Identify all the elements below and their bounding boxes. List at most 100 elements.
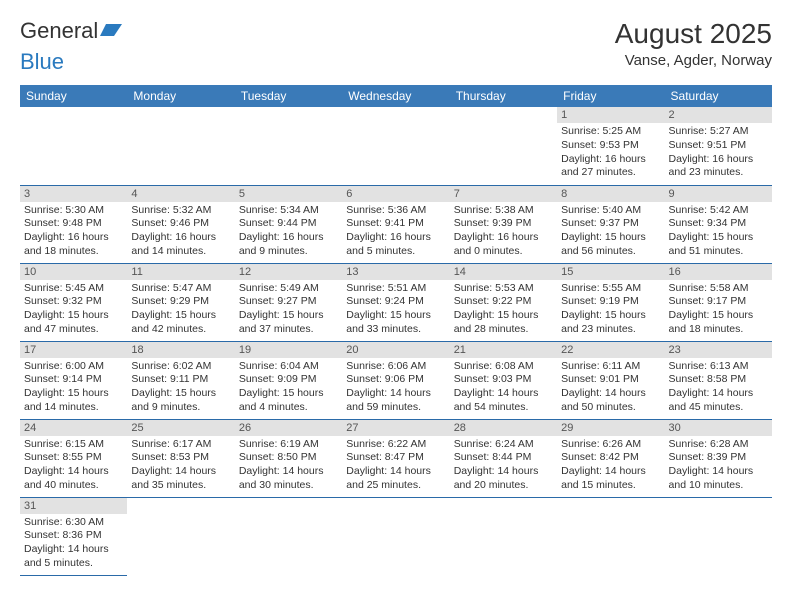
day-info: Sunrise: 5:47 AMSunset: 9:29 PMDaylight:… (131, 282, 230, 337)
day-number: 20 (342, 342, 449, 358)
weekday-header: Tuesday (235, 85, 342, 107)
day-number: 28 (450, 420, 557, 436)
calendar-cell: 11 Sunrise: 5:47 AMSunset: 9:29 PMDayligh… (127, 263, 234, 341)
day-number: 25 (127, 420, 234, 436)
calendar-cell (342, 497, 449, 575)
page-title-location: Vanse, Agder, Norway (615, 52, 772, 69)
day-number: 29 (557, 420, 664, 436)
day-info: Sunrise: 5:25 AMSunset: 9:53 PMDaylight:… (561, 125, 660, 180)
day-info: Sunrise: 6:30 AMSunset: 8:36 PMDaylight:… (24, 516, 123, 571)
calendar-row: 24 Sunrise: 6:15 AMSunset: 8:55 PMDayligh… (20, 419, 772, 497)
day-number: 2 (665, 107, 772, 123)
day-number: 21 (450, 342, 557, 358)
calendar-cell (665, 497, 772, 575)
calendar-row: 10Sunrise: 5:45 AMSunset: 9:32 PMDayligh… (20, 263, 772, 341)
weekday-header: Monday (127, 85, 234, 107)
calendar-cell: 27 Sunrise: 6:22 AMSunset: 8:47 PMDayligh… (342, 419, 449, 497)
calendar-cell: 22 Sunrise: 6:11 AMSunset: 9:01 PMDayligh… (557, 341, 664, 419)
day-number: 7 (450, 186, 557, 202)
day-number: 19 (235, 342, 342, 358)
weekday-header: Wednesday (342, 85, 449, 107)
calendar-cell: 18Sunrise: 6:02 AMSunset: 9:11 PMDayligh… (127, 341, 234, 419)
day-info: Sunrise: 5:49 AMSunset: 9:27 PMDaylight:… (239, 282, 338, 337)
calendar-cell: 10Sunrise: 5:45 AMSunset: 9:32 PMDayligh… (20, 263, 127, 341)
day-info: Sunrise: 5:58 AMSunset: 9:17 PMDaylight:… (669, 282, 768, 337)
calendar-cell: 8Sunrise: 5:40 AMSunset: 9:37 PMDaylight… (557, 185, 664, 263)
day-info: Sunrise: 6:26 AMSunset: 8:42 PMDaylight:… (561, 438, 660, 493)
calendar-cell: 24 Sunrise: 6:15 AMSunset: 8:55 PMDayligh… (20, 419, 127, 497)
calendar-cell (450, 107, 557, 185)
title-block: August 2025 Vanse, Agder, Norway (615, 18, 772, 69)
day-number: 3 (20, 186, 127, 202)
calendar-header-row: SundayMondayTuesdayWednesdayThursdayFrid… (20, 85, 772, 107)
day-info: Sunrise: 5:40 AMSunset: 9:37 PMDaylight:… (561, 204, 660, 259)
day-info: Sunrise: 5:34 AMSunset: 9:44 PMDaylight:… (239, 204, 338, 259)
calendar-cell: 13Sunrise: 5:51 AMSunset: 9:24 PMDayligh… (342, 263, 449, 341)
day-number: 30 (665, 420, 772, 436)
day-info: Sunrise: 6:22 AMSunset: 8:47 PMDaylight:… (346, 438, 445, 493)
calendar-cell: 1 Sunrise: 5:25 AMSunset: 9:53 PMDaylight… (557, 107, 664, 185)
calendar-cell: 19Sunrise: 6:04 AMSunset: 9:09 PMDayligh… (235, 341, 342, 419)
day-info: Sunrise: 6:24 AMSunset: 8:44 PMDaylight:… (454, 438, 553, 493)
calendar-table: SundayMondayTuesdayWednesdayThursdayFrid… (20, 85, 772, 576)
calendar-cell (342, 107, 449, 185)
day-info: Sunrise: 6:15 AMSunset: 8:55 PMDaylight:… (24, 438, 123, 493)
calendar-cell: 20 Sunrise: 6:06 AMSunset: 9:06 PMDayligh… (342, 341, 449, 419)
day-info: Sunrise: 5:30 AMSunset: 9:48 PMDaylight:… (24, 204, 123, 259)
calendar-row: 31Sunrise: 6:30 AMSunset: 8:36 PMDayligh… (20, 497, 772, 575)
day-info: Sunrise: 5:27 AMSunset: 9:51 PMDaylight:… (669, 125, 768, 180)
day-number: 5 (235, 186, 342, 202)
day-number: 27 (342, 420, 449, 436)
calendar-row: 17Sunrise: 6:00 AMSunset: 9:14 PMDayligh… (20, 341, 772, 419)
calendar-cell: 16 Sunrise: 5:58 AMSunset: 9:17 PMDayligh… (665, 263, 772, 341)
day-number: 15 (557, 264, 664, 280)
calendar-cell: 6Sunrise: 5:36 AMSunset: 9:41 PMDaylight… (342, 185, 449, 263)
calendar-cell: 31Sunrise: 6:30 AMSunset: 8:36 PMDayligh… (20, 497, 127, 575)
day-number: 23 (665, 342, 772, 358)
calendar-cell (557, 497, 664, 575)
calendar-cell: 3 Sunrise: 5:30 AMSunset: 9:48 PMDaylight… (20, 185, 127, 263)
calendar-cell: 25Sunrise: 6:17 AMSunset: 8:53 PMDayligh… (127, 419, 234, 497)
weekday-header: Saturday (665, 85, 772, 107)
day-number: 4 (127, 186, 234, 202)
day-number: 1 (557, 107, 664, 123)
day-info: Sunrise: 5:42 AMSunset: 9:34 PMDaylight:… (669, 204, 768, 259)
weekday-header: Sunday (20, 85, 127, 107)
day-info: Sunrise: 5:36 AMSunset: 9:41 PMDaylight:… (346, 204, 445, 259)
logo-flag-icon (100, 18, 122, 44)
calendar-cell: 30 Sunrise: 6:28 AMSunset: 8:39 PMDayligh… (665, 419, 772, 497)
calendar-cell: 14 Sunrise: 5:53 AMSunset: 9:22 PMDayligh… (450, 263, 557, 341)
day-info: Sunrise: 5:38 AMSunset: 9:39 PMDaylight:… (454, 204, 553, 259)
day-number: 16 (665, 264, 772, 280)
day-number: 9 (665, 186, 772, 202)
calendar-cell: 4Sunrise: 5:32 AMSunset: 9:46 PMDaylight… (127, 185, 234, 263)
calendar-cell: 9 Sunrise: 5:42 AMSunset: 9:34 PMDaylight… (665, 185, 772, 263)
day-info: Sunrise: 6:19 AMSunset: 8:50 PMDaylight:… (239, 438, 338, 493)
day-info: Sunrise: 5:45 AMSunset: 9:32 PMDaylight:… (24, 282, 123, 337)
page-title-month: August 2025 (615, 18, 772, 50)
day-number: 13 (342, 264, 449, 280)
day-info: Sunrise: 6:00 AMSunset: 9:14 PMDaylight:… (24, 360, 123, 415)
calendar-cell (20, 107, 127, 185)
calendar-cell: 12Sunrise: 5:49 AMSunset: 9:27 PMDayligh… (235, 263, 342, 341)
calendar-cell (235, 497, 342, 575)
day-info: Sunrise: 6:06 AMSunset: 9:06 PMDaylight:… (346, 360, 445, 415)
calendar-cell: 2 Sunrise: 5:27 AMSunset: 9:51 PMDaylight… (665, 107, 772, 185)
calendar-cell: 26 Sunrise: 6:19 AMSunset: 8:50 PMDayligh… (235, 419, 342, 497)
calendar-body: 1 Sunrise: 5:25 AMSunset: 9:53 PMDaylight… (20, 107, 772, 575)
day-number: 22 (557, 342, 664, 358)
calendar-cell: 29 Sunrise: 6:26 AMSunset: 8:42 PMDayligh… (557, 419, 664, 497)
day-number: 24 (20, 420, 127, 436)
day-number: 26 (235, 420, 342, 436)
day-info: Sunrise: 5:53 AMSunset: 9:22 PMDaylight:… (454, 282, 553, 337)
day-info: Sunrise: 6:11 AMSunset: 9:01 PMDaylight:… (561, 360, 660, 415)
day-number: 14 (450, 264, 557, 280)
day-info: Sunrise: 6:28 AMSunset: 8:39 PMDaylight:… (669, 438, 768, 493)
calendar-cell: 23 Sunrise: 6:13 AMSunset: 8:58 PMDayligh… (665, 341, 772, 419)
logo: General (20, 18, 122, 44)
calendar-cell: 17Sunrise: 6:00 AMSunset: 9:14 PMDayligh… (20, 341, 127, 419)
calendar-cell: 7 Sunrise: 5:38 AMSunset: 9:39 PMDaylight… (450, 185, 557, 263)
calendar-row: 1 Sunrise: 5:25 AMSunset: 9:53 PMDaylight… (20, 107, 772, 185)
day-info: Sunrise: 6:13 AMSunset: 8:58 PMDaylight:… (669, 360, 768, 415)
day-number: 11 (127, 264, 234, 280)
